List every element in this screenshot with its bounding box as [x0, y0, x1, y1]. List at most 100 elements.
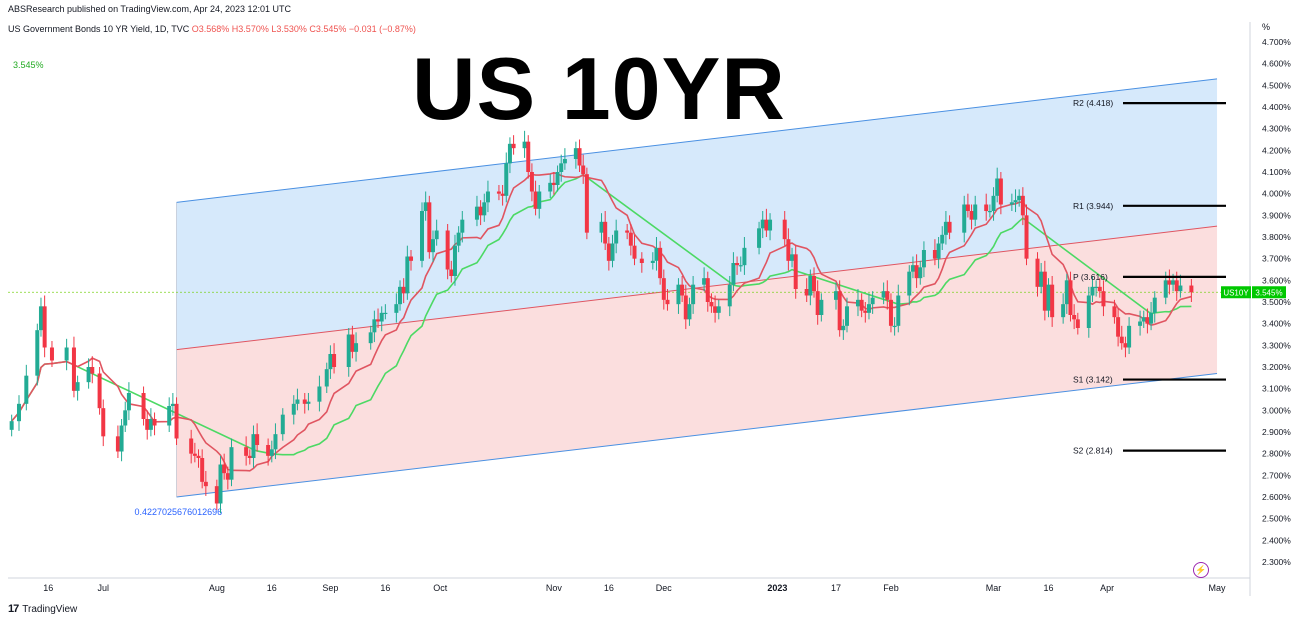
candle: [1020, 187, 1025, 226]
candle: [225, 466, 230, 490]
symbol-name: US Government Bonds 10 YR Yield, 1D, TVC: [8, 24, 190, 34]
y-tick-label: 3.600%: [1262, 275, 1291, 285]
candle-body: [291, 403, 296, 415]
candle: [984, 193, 989, 221]
candle: [119, 419, 124, 462]
candle-body: [189, 438, 194, 454]
candle: [291, 395, 296, 425]
candle: [409, 250, 414, 271]
candle: [866, 293, 871, 320]
candle: [533, 180, 538, 216]
candle-body: [907, 271, 912, 296]
candle: [907, 265, 912, 306]
candle-body: [16, 403, 21, 422]
candle: [214, 479, 219, 510]
y-tick-label: 2.800%: [1262, 449, 1291, 459]
y-tick-label: 3.500%: [1262, 297, 1291, 307]
candle: [405, 245, 410, 300]
candle-body: [676, 284, 681, 305]
candle: [1061, 293, 1066, 324]
axes: 2.300% 2.400% 2.500% 2.600% 2.700% 2.800% 2.90…: [8, 22, 1291, 596]
candle: [478, 200, 483, 226]
candle: [812, 267, 817, 298]
candle-body: [71, 347, 76, 391]
candle-body: [255, 434, 260, 445]
candle: [1072, 304, 1077, 330]
lightning-icon[interactable]: ⚡: [1193, 562, 1209, 578]
candle-body: [328, 354, 333, 370]
candle-body: [101, 408, 106, 437]
candle: [665, 289, 670, 311]
candle-body: [654, 247, 659, 261]
candle: [782, 211, 787, 246]
channel-upper-line: [176, 78, 1218, 203]
candle: [16, 395, 21, 431]
candle-body: [1064, 280, 1069, 305]
candle: [203, 471, 208, 496]
channel-lower-fill: [176, 226, 1218, 497]
candle-body: [115, 436, 120, 452]
candle-body: [973, 204, 978, 220]
candle: [9, 414, 14, 437]
candle-body: [1068, 280, 1073, 315]
candle-body: [914, 265, 919, 279]
candle-body: [306, 401, 311, 404]
candle: [504, 152, 509, 203]
candle: [141, 386, 146, 426]
candle: [372, 310, 377, 343]
candle: [639, 252, 644, 273]
candle: [75, 375, 80, 401]
y-tick-label: 3.800%: [1262, 232, 1291, 242]
candle: [1141, 310, 1146, 328]
y-tick-label: 3.300%: [1262, 340, 1291, 350]
candle: [1178, 274, 1183, 298]
channel-lower-line: [176, 373, 1218, 498]
candle: [676, 278, 681, 314]
candle-body: [1123, 343, 1128, 348]
candle-body: [650, 260, 655, 263]
candle-body: [167, 406, 172, 426]
y-axis-unit: %: [1262, 22, 1271, 32]
candle-body: [782, 219, 787, 240]
candle-body: [1097, 286, 1102, 292]
candle: [423, 191, 428, 221]
candle: [1097, 278, 1102, 298]
candle-body: [266, 445, 271, 456]
candle: [101, 399, 106, 447]
candle: [346, 328, 351, 377]
candle: [1116, 308, 1121, 347]
candle-body: [504, 163, 509, 196]
candle: [837, 280, 842, 337]
candle: [192, 442, 197, 463]
candle: [1009, 193, 1014, 211]
candle-body: [247, 455, 252, 458]
candle-body: [1138, 321, 1143, 326]
candle-body: [1163, 280, 1168, 298]
candle: [434, 219, 439, 246]
channel-fills: [176, 78, 1218, 497]
candle-body: [1024, 215, 1029, 259]
candle-body: [705, 278, 710, 302]
candle-body: [1149, 312, 1154, 324]
candle: [222, 453, 227, 480]
candle-body: [680, 284, 685, 296]
candle-body: [984, 204, 989, 211]
tradingview-logo-icon: 17: [8, 603, 19, 615]
candle: [420, 202, 424, 268]
candle: [332, 343, 337, 374]
pivot-level-label: S1 (3.142): [1073, 375, 1113, 385]
candle-body: [398, 286, 403, 305]
candle: [280, 408, 285, 441]
x-tick-label: Sep: [322, 583, 338, 593]
candle-body: [456, 232, 461, 246]
candle: [573, 141, 578, 169]
candle: [148, 408, 153, 437]
candle-body: [1141, 317, 1146, 322]
candle: [921, 241, 926, 278]
candle-body: [537, 191, 542, 209]
candle-body: [24, 375, 29, 404]
candle: [1145, 308, 1150, 334]
candle-body: [394, 304, 399, 313]
y-tick-label: 4.200%: [1262, 145, 1291, 155]
